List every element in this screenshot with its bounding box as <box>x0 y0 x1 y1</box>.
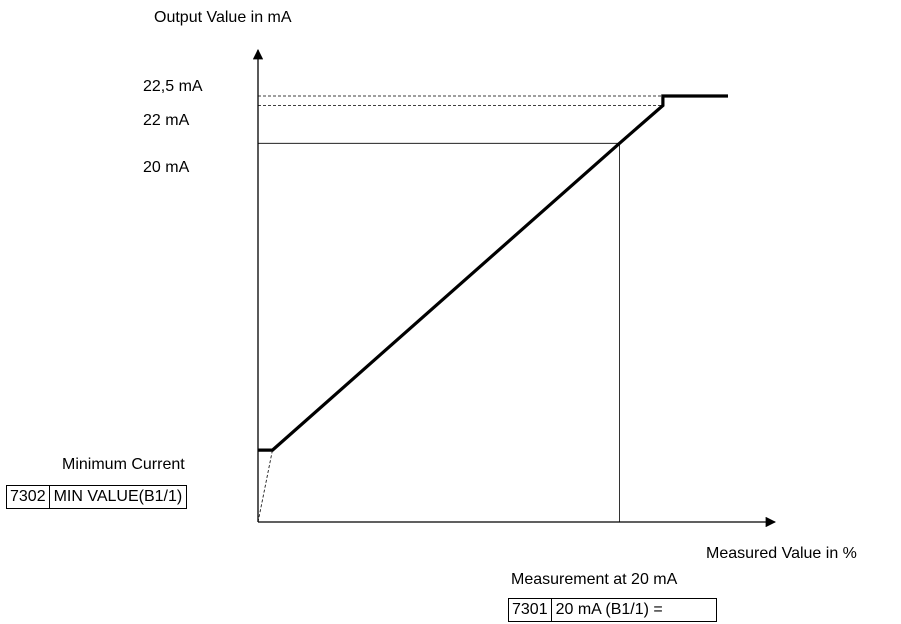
min-param-code: 7302 <box>7 486 50 508</box>
guide-line-4 <box>257 449 273 523</box>
min-param-name: MIN VALUE(B1/1) <box>53 488 183 505</box>
meas-param-code: 7301 <box>509 599 552 621</box>
y-tick-label-20: 20 mA <box>143 159 190 176</box>
y-tick-label-22: 22 mA <box>143 112 190 129</box>
min-value-param-box: 7302 MIN VALUE(B1/1) <box>6 485 188 509</box>
output-curve <box>258 94 728 452</box>
measurement-label: Measurement at 20 mA <box>511 571 678 588</box>
y-tick-label-22-5: 22,5 mA <box>143 78 203 95</box>
y-axis-label: Output Value in mA <box>154 9 292 26</box>
guide-lines <box>257 95 663 523</box>
measurement-param-box: 7301 20 mA (B1/1) = <box>508 598 717 622</box>
minimum-current-label: Minimum Current <box>62 456 185 473</box>
meas-param-name: 20 mA (B1/1) = <box>555 601 663 618</box>
x-axis-label: Measured Value in % <box>706 545 857 562</box>
